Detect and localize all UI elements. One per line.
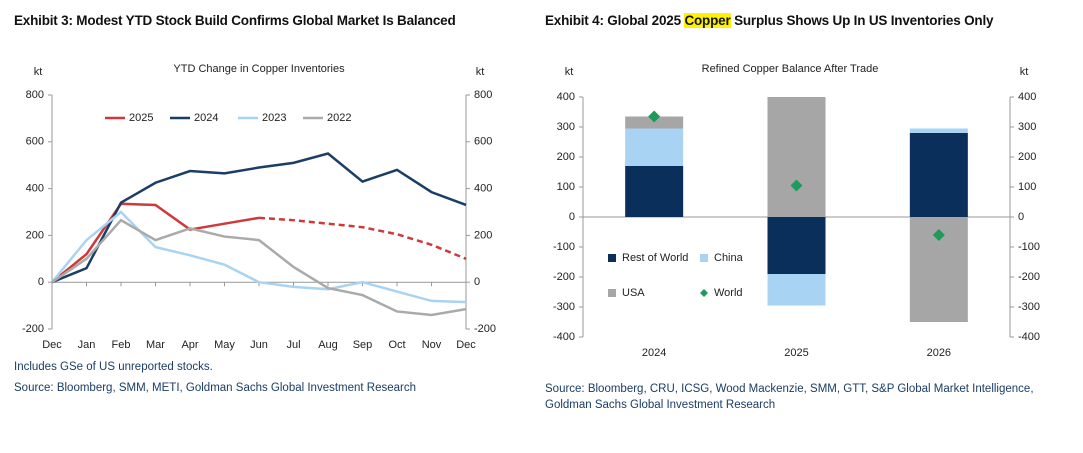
legend-label: 2023	[262, 112, 286, 124]
y2-tick-label: -300	[1018, 301, 1040, 313]
y2-axis-label: kt	[1020, 66, 1029, 78]
exhibit-title: Exhibit 3: Modest YTD Stock Build Confir…	[14, 13, 456, 28]
exhibit-title: Exhibit 4: Global 2025 Copper Surplus Sh…	[545, 13, 994, 28]
bar-segment	[909, 128, 968, 133]
x-tick-label: Jan	[78, 339, 96, 351]
y2-tick-label: 300	[1018, 121, 1036, 133]
x-tick-label: Dec	[456, 339, 476, 351]
bar-segment	[909, 133, 968, 217]
legend-swatch	[700, 254, 708, 262]
x-tick-label: Nov	[422, 339, 442, 351]
legend-swatch	[608, 289, 616, 297]
x-tick-label: Dec	[42, 339, 62, 351]
legend-label: 2024	[194, 112, 218, 124]
y-tick-label: 300	[557, 121, 575, 133]
y2-tick-label: 400	[1018, 91, 1036, 103]
y-axis-label: kt	[34, 66, 43, 78]
bar-segment	[767, 97, 826, 217]
legend-label: 2025	[129, 112, 153, 124]
series-line	[51, 202, 260, 284]
y-tick-label: -300	[553, 301, 575, 313]
y-tick-label: 400	[26, 183, 44, 195]
subtitle: YTD Change in Copper Inventories	[173, 63, 345, 75]
y2-tick-label: 0	[1018, 211, 1024, 223]
y-tick-label: 100	[557, 181, 575, 193]
y-tick-label: 200	[557, 151, 575, 163]
legend-swatch	[608, 254, 616, 262]
bar-segment	[767, 274, 826, 306]
x-tick-label: Jun	[250, 339, 268, 351]
y-tick-label: 600	[26, 136, 44, 148]
x-tick-label: Aug	[318, 339, 338, 351]
y-tick-label: -200	[553, 271, 575, 283]
footnote: Source: Bloomberg, SMM, METI, Goldman Sa…	[14, 382, 417, 394]
series-line	[51, 218, 467, 317]
y-tick-label: 200	[26, 229, 44, 241]
y-tick-label: -400	[553, 331, 575, 343]
y2-tick-label: 800	[474, 89, 492, 101]
footnote: Goldman Sachs Global Investment Research	[545, 399, 776, 411]
y2-tick-label: 400	[474, 183, 492, 195]
footnote: Includes GSe of US unreported stocks.	[14, 361, 213, 373]
title-part: Surplus Shows Up In US Inventories Only	[730, 13, 994, 28]
x-tick-label: Sep	[353, 339, 373, 351]
y-axis-label: kt	[565, 66, 574, 78]
y-tick-label: 800	[26, 89, 44, 101]
x-tick-label: 2024	[642, 347, 666, 359]
series-line	[51, 152, 467, 284]
x-tick-label: Mar	[146, 339, 165, 351]
y-tick-label: 0	[569, 211, 575, 223]
legend-swatch	[700, 289, 708, 297]
bar-segment	[625, 166, 684, 217]
title-part: Exhibit 4: Global 2025	[545, 13, 685, 28]
y-tick-label: 0	[38, 276, 44, 288]
x-tick-label: 2025	[784, 347, 808, 359]
legend-label: China	[714, 252, 744, 264]
y2-tick-label: 200	[474, 229, 492, 241]
y2-tick-label: 0	[474, 276, 480, 288]
world-marker	[790, 179, 803, 192]
y2-axis-label: kt	[476, 66, 485, 78]
legend-label: USA	[622, 287, 645, 299]
bar-segment	[625, 128, 684, 166]
x-tick-label: Apr	[181, 339, 198, 351]
x-tick-label: Jul	[286, 339, 300, 351]
y2-tick-label: 600	[474, 136, 492, 148]
x-tick-label: Feb	[112, 339, 131, 351]
series-line-dashed	[258, 216, 467, 260]
y2-tick-label: -200	[474, 323, 496, 335]
y2-tick-label: 100	[1018, 181, 1036, 193]
y-tick-label: -200	[22, 323, 44, 335]
legend-label: 2022	[327, 112, 351, 124]
x-tick-label: Oct	[388, 339, 405, 351]
footnote: Source: Bloomberg, CRU, ICSG, Wood Macke…	[545, 383, 1034, 395]
legend-label: Rest of World	[622, 252, 688, 264]
subtitle: Refined Copper Balance After Trade	[702, 63, 879, 75]
legend-label: World	[714, 287, 743, 299]
y2-tick-label: -200	[1018, 271, 1040, 283]
x-tick-label: May	[214, 339, 235, 351]
world-marker	[932, 229, 945, 241]
x-tick-label: 2026	[927, 347, 951, 359]
y2-tick-label: -400	[1018, 331, 1040, 343]
y2-tick-label: 200	[1018, 151, 1036, 163]
title-part: Copper	[684, 13, 731, 28]
y-tick-label: 400	[557, 91, 575, 103]
bar-segment	[767, 217, 826, 274]
y2-tick-label: -100	[1018, 241, 1040, 253]
y-tick-label: -100	[553, 241, 575, 253]
world-marker	[648, 110, 661, 123]
series-line	[51, 210, 467, 304]
